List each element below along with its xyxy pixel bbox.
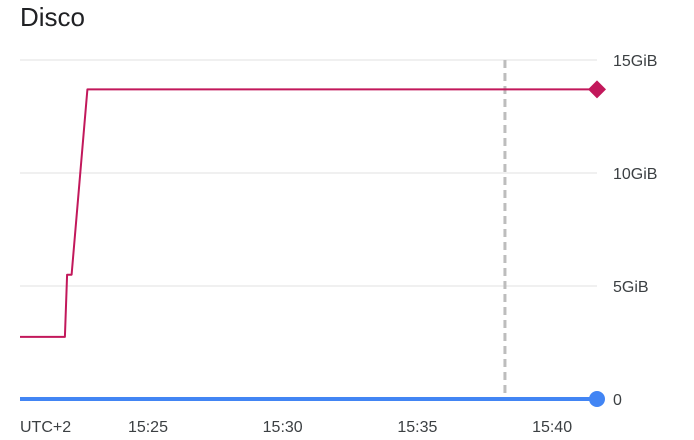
x-tick-label: 15:30: [263, 419, 303, 436]
series-end-marker: [588, 80, 606, 99]
y-axis-labels: 0 5GiB 10GiB 15GiB: [613, 53, 657, 409]
y-tick-label: 15GiB: [613, 53, 657, 70]
x-axis-labels: 15:25 15:30 15:35 15:40: [128, 419, 572, 436]
chart-title: Disco: [20, 2, 86, 32]
y-tick-label: 10GiB: [613, 166, 657, 183]
series-end-marker: [589, 391, 605, 407]
x-tick-label: 15:35: [397, 419, 437, 436]
series-line: [20, 88, 597, 338]
x-tick-label: 15:40: [532, 419, 572, 436]
y-tick-label: 5GiB: [613, 279, 649, 296]
x-tick-label: 15:25: [128, 419, 168, 436]
y-tick-label: 0: [613, 392, 622, 409]
grid-lines: [20, 59, 597, 287]
timezone-label: UTC+2: [20, 419, 71, 436]
series-group: [20, 80, 606, 407]
